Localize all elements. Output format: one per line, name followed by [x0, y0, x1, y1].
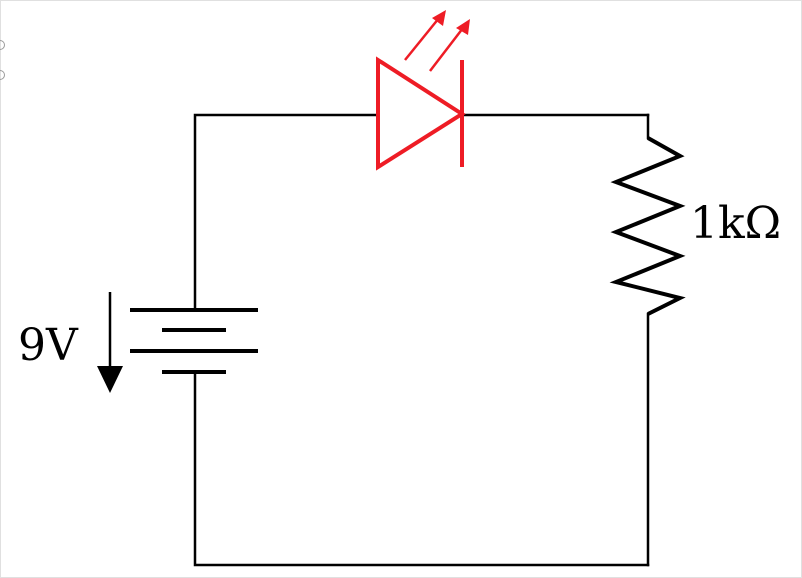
wire-bottom [193, 370, 650, 567]
resistor-value-label: 1kΩ [690, 198, 781, 249]
resistor-symbol [609, 136, 686, 316]
led-triangle [376, 56, 466, 171]
led-symbol [376, 56, 466, 171]
led-light-arrows [404, 10, 470, 72]
light-arrow-1 [404, 17, 440, 61]
battery-symbol [130, 308, 258, 374]
wire-top-left [193, 113, 380, 312]
voltage-arrow [97, 292, 123, 393]
battery-voltage-label: 9V [18, 320, 79, 371]
light-arrow-2 [429, 27, 464, 72]
